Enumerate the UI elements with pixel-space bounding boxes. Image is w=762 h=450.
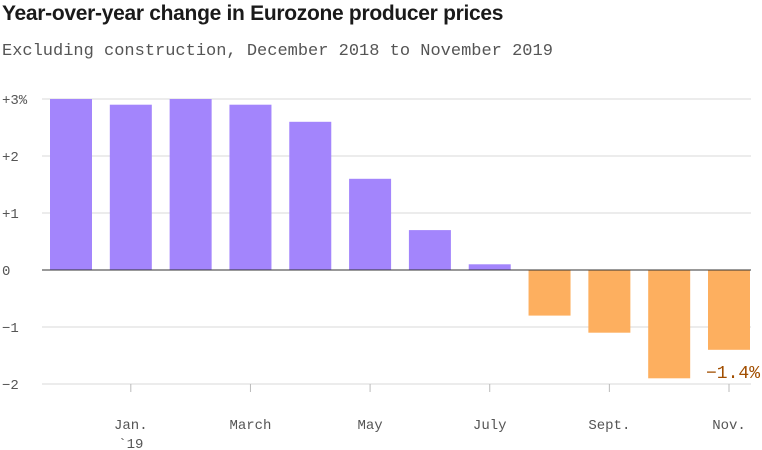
y-axis-ticks: +3% +2 +1 0 −1 −2 — [2, 93, 28, 394]
y-tick-label: −2 — [2, 378, 19, 394]
bar — [468, 264, 511, 270]
bar — [648, 270, 691, 379]
x-tick-label: Jan. — [114, 418, 148, 434]
y-tick-label: +2 — [2, 150, 19, 166]
x-tick-label: Sept. — [588, 418, 630, 434]
bar — [229, 104, 272, 270]
bar — [408, 230, 451, 270]
x-tick-label: `19 — [118, 437, 143, 450]
data-labels: −1.4% — [706, 364, 760, 384]
bar — [289, 121, 332, 270]
bar — [50, 99, 92, 270]
bar — [708, 270, 750, 350]
bar — [109, 104, 152, 270]
y-tick-label: +3% — [2, 93, 28, 109]
bar — [169, 99, 212, 270]
bars — [50, 99, 750, 379]
x-tick-label: Nov. — [712, 418, 746, 434]
x-tick-label: May — [357, 418, 382, 434]
bar — [588, 270, 631, 333]
chart-subtitle: Excluding construction, December 2018 to… — [2, 42, 553, 61]
y-tick-label: +1 — [2, 207, 19, 223]
end-value-label: −1.4% — [706, 364, 760, 384]
bar — [349, 178, 392, 270]
y-tick-label: −1 — [2, 321, 19, 337]
x-tick-label: July — [473, 418, 507, 434]
x-tick-label: March — [229, 418, 271, 434]
x-axis-ticks: Jan. `19 March May July Sept. Nov. — [114, 384, 746, 450]
chart-title: Year-over-year change in Eurozone produc… — [2, 2, 504, 25]
y-tick-label: 0 — [2, 264, 10, 280]
gridlines — [42, 98, 751, 385]
bar — [528, 270, 571, 316]
